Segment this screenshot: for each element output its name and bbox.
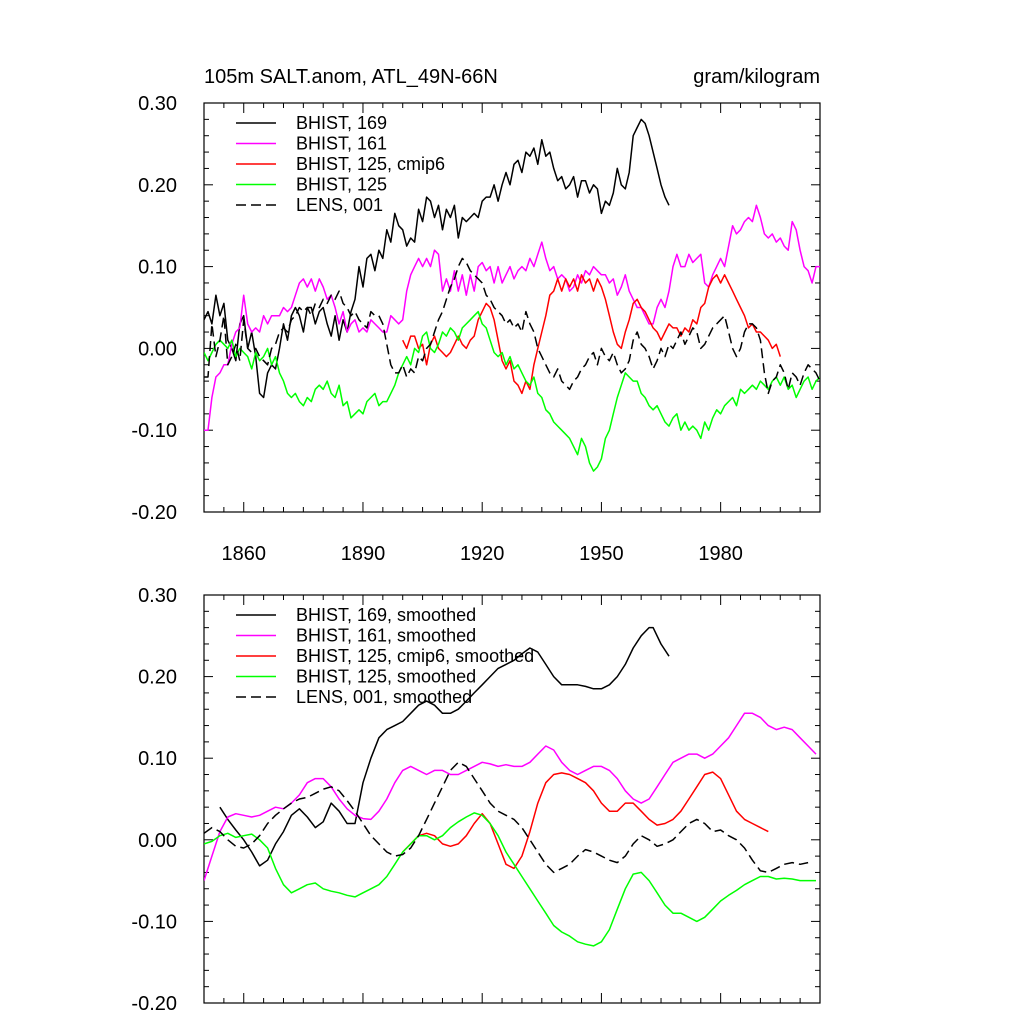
top-ytick-label: -0.10 xyxy=(131,420,177,442)
bottom-ytick-label: -0.20 xyxy=(131,993,177,1015)
units-label: gram/kilogram xyxy=(693,66,820,88)
chart-title: 105m SALT.anom, ATL_49N-66N xyxy=(204,66,498,88)
top-ytick-label: -0.20 xyxy=(131,502,177,524)
bottom-legend-label: BHIST, 125, smoothed xyxy=(296,667,476,687)
top-xtick-label: 1860 xyxy=(221,543,266,565)
bottom-series-bhist-125-cmip6-smoothed xyxy=(402,771,769,870)
bottom-ytick-label: 0.30 xyxy=(138,585,177,607)
bottom-ytick-label: 0.00 xyxy=(138,830,177,852)
top-ytick-label: 0.10 xyxy=(138,257,177,279)
bottom-ytick-label: 0.10 xyxy=(138,748,177,770)
top-panel: -0.20 -0.10 0.00 0.10 0.20 0.30 1860 1890 1920 19… xyxy=(131,93,821,565)
bottom-plot-frame xyxy=(203,594,821,1004)
top-legend-label: BHIST, 161 xyxy=(296,134,387,154)
top-ytick-label: 0.20 xyxy=(138,175,177,197)
top-legend-label: BHIST, 125, cmip6 xyxy=(296,154,445,174)
top-ytick-label: 0.30 xyxy=(138,93,177,115)
bottom-legend-label: BHIST, 169, smoothed xyxy=(296,605,476,625)
bottom-ytick-label: -0.10 xyxy=(131,911,177,933)
bottom-series-bhist-161-smoothed xyxy=(204,712,817,881)
bottom-panel: -0.20 -0.10 0.00 0.10 0.20 0.30 BHIST, 169, sm… xyxy=(131,585,821,1015)
bottom-series-bhist-169-smoothed xyxy=(219,626,670,867)
top-xtick-label: 1950 xyxy=(579,543,624,565)
top-series-bhist-125-cmip6 xyxy=(402,274,782,395)
top-series-bhist-161 xyxy=(204,204,820,431)
bottom-legend-label: LENS, 001, smoothed xyxy=(296,687,472,707)
top-series-bhist-125 xyxy=(204,310,820,472)
top-plot-frame xyxy=(203,102,821,513)
top-xtick-label: 1980 xyxy=(698,543,743,565)
top-series-bhist-169 xyxy=(204,118,670,399)
bottom-legend-label: BHIST, 125, cmip6, smoothed xyxy=(296,646,534,666)
top-legend-label: BHIST, 125 xyxy=(296,175,387,195)
top-series-lens-001 xyxy=(204,257,820,395)
top-ytick-label: 0.00 xyxy=(138,338,177,360)
bottom-legend-label: BHIST, 161, smoothed xyxy=(296,626,476,646)
bottom-series-bhist-125-smoothed xyxy=(204,812,816,947)
top-legend-label: LENS, 001 xyxy=(296,195,383,215)
bottom-series-lens-001-smoothed xyxy=(204,761,809,874)
top-xtick-label: 1920 xyxy=(460,543,505,565)
bottom-ytick-label: 0.20 xyxy=(138,667,177,689)
top-xtick-label: 1890 xyxy=(341,543,386,565)
top-legend-label: BHIST, 169 xyxy=(296,113,387,133)
